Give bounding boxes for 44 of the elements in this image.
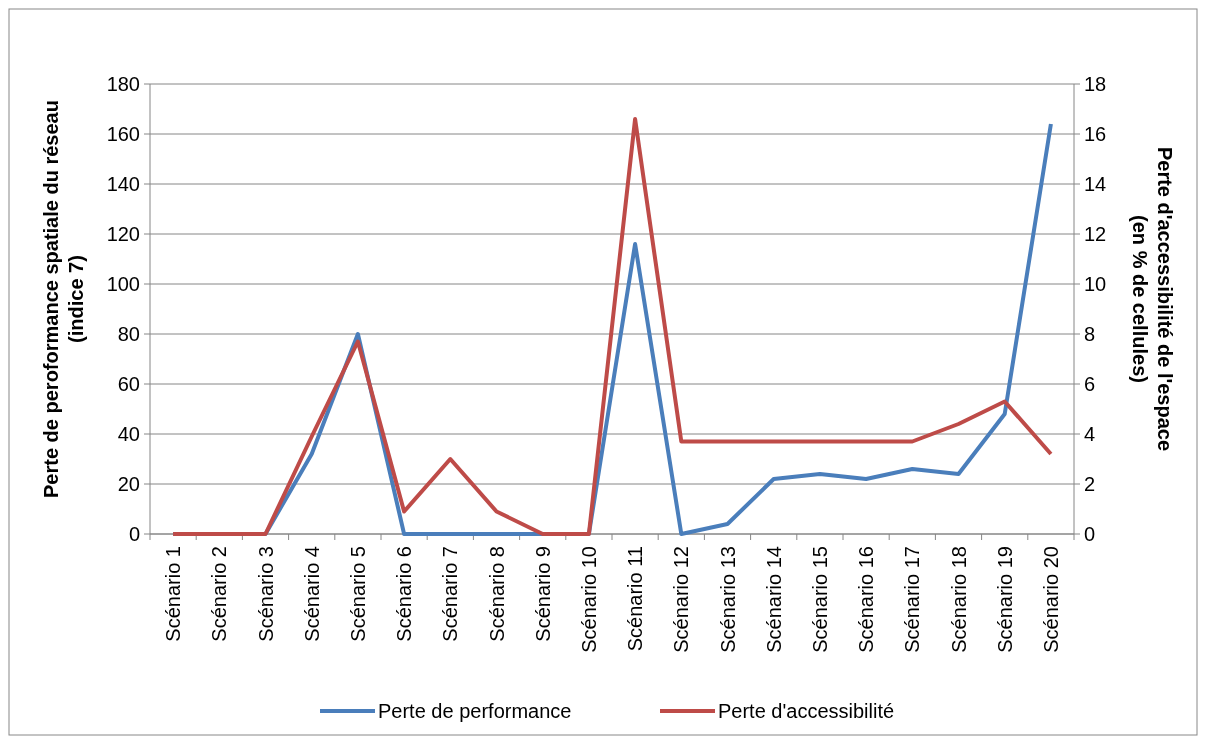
x-tick-label: Scénario 7 [439,546,462,642]
y-tick-label: 60 [117,373,140,395]
x-tick-label: Scénario 2 [208,546,231,642]
legend-label: Perte d'accessibilité [718,700,895,722]
y-axis-title: Perte de peroformance spatiale du réseau (indice 7) [40,100,87,498]
y2-tick-label: 8 [1084,323,1096,345]
x-tick-label: Scénario 3 [254,546,277,642]
x-tick-label: Scénario 17 [901,546,924,653]
y-tick-label: 100 [106,273,140,295]
y2-tick-label: 12 [1084,223,1107,245]
y2-tick-label: 14 [1084,173,1107,195]
y2-tick-label: 4 [1084,423,1096,445]
y2-tick-label: 10 [1084,273,1107,295]
y2-tick-label: 18 [1084,73,1107,95]
x-tick-label: Scénario 11 [624,546,647,652]
y-tick-label: 160 [106,123,140,145]
x-tick-label: Scénario 4 [300,546,323,642]
y-tick-label: 80 [117,323,140,345]
x-tick-label: Scénario 18 [947,546,970,653]
x-tick-label: Scénario 12 [670,546,693,653]
y-tick-label: 40 [117,423,140,445]
y2-tick-label: 6 [1084,373,1096,395]
y-tick-label: 20 [117,473,140,495]
x-tick-label: Scénario 19 [993,546,1016,653]
x-tick-label: Scénario 20 [1039,546,1062,653]
y-tick-label: 120 [106,223,140,245]
x-tick-label: Scénario 6 [393,546,416,642]
x-tick-label: Scénario 15 [808,546,831,653]
legend-label: Perte de performance [378,700,572,722]
x-tick-label: Scénario 5 [346,546,369,642]
y2-axis-title: Perte d'accessibilité de l'espace (en % de cellules) [1129,146,1176,452]
x-tick-label: Scénario 14 [762,546,785,653]
y-tick-label: 140 [106,173,140,195]
x-tick-label: Scénario 16 [855,546,878,653]
y-tick-label: 0 [128,523,140,545]
x-tick-label: Scénario 13 [716,546,739,653]
y2-tick-label: 0 [1084,523,1096,545]
y-tick-label: 180 [106,73,140,95]
y2-tick-label: 16 [1084,123,1107,145]
x-tick-label: Scénario 8 [485,546,508,642]
x-tick-label: Scénario 10 [577,546,600,653]
y2-tick-label: 2 [1084,473,1096,495]
x-tick-label: Scénario 9 [531,546,554,642]
x-tick-label: Scénario 1 [162,546,185,642]
